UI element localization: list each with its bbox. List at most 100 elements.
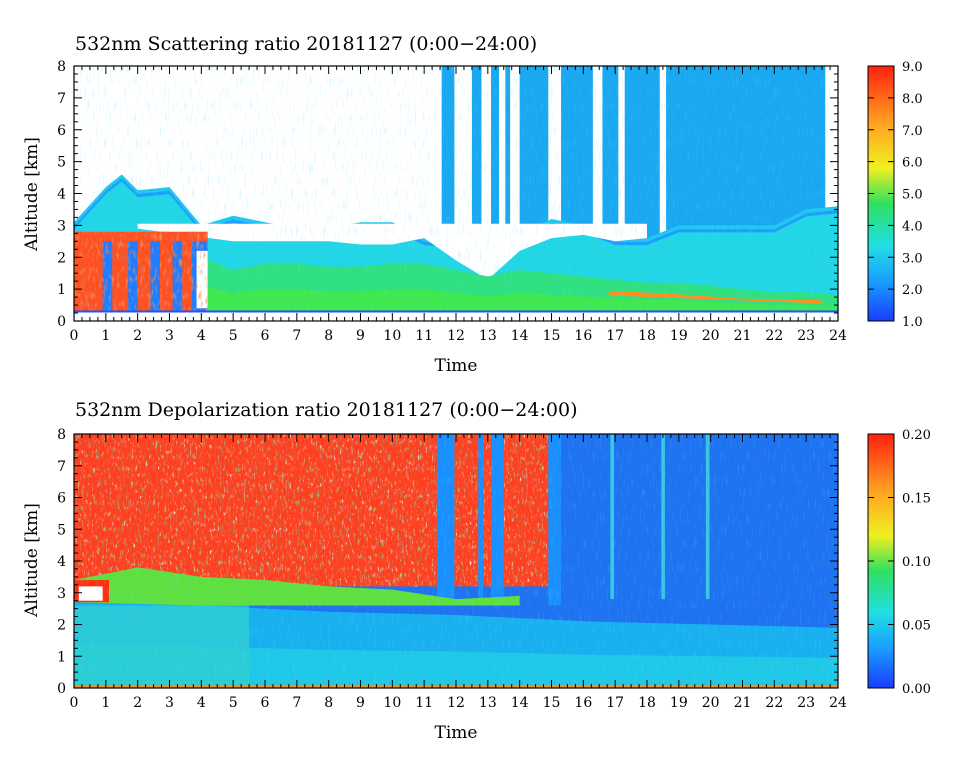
x-tick-label: 18 — [638, 328, 656, 344]
x-tick-label: 1 — [101, 695, 110, 711]
chart-title: 532nm Scattering ratio 20181127 (0:00−24… — [75, 33, 537, 55]
colorbar-tick-label: 9.0 — [902, 60, 923, 75]
x-tick-label: 3 — [165, 695, 174, 711]
colorbar-tick-label: 6.0 — [902, 156, 923, 171]
x-tick-label: 1 — [101, 328, 110, 344]
x-tick-label: 14 — [511, 328, 529, 344]
x-tick-label: 9 — [356, 695, 365, 711]
x-tick-label: 22 — [765, 328, 783, 344]
axes: 0 1 2 3 4 5 6 7 8 9 10 11 12 13 14 15 16 17 18 19 20 21 22 23 24… — [57, 59, 847, 344]
x-tick-label: 9 — [356, 328, 365, 344]
x-tick-label: 22 — [765, 695, 783, 711]
colorbar-tick-label: 7.0 — [902, 124, 923, 139]
colorbar-tick-label: 0.05 — [902, 619, 931, 634]
x-tick-label: 23 — [797, 328, 815, 344]
colorbar-tick-label: 5.0 — [902, 188, 923, 203]
y-tick-label: 5 — [57, 522, 66, 538]
y-tick-label: 2 — [57, 618, 66, 634]
x-tick-label: 8 — [324, 328, 333, 344]
texture-overlay — [74, 434, 838, 688]
y-axis-label: Altitude [km] — [22, 137, 42, 252]
colorbar-tick-label: 8.0 — [902, 92, 923, 107]
colorbar-tick-label: 0.15 — [902, 492, 931, 507]
x-tick-label: 10 — [383, 328, 401, 344]
y-tick-label: 1 — [57, 282, 66, 298]
x-tick-label: 16 — [574, 328, 592, 344]
x-tick-label: 15 — [543, 695, 561, 711]
y-tick-label: 3 — [57, 586, 66, 602]
x-tick-label: 23 — [797, 695, 815, 711]
x-tick-label: 13 — [479, 695, 497, 711]
x-tick-label: 0 — [70, 328, 79, 344]
x-tick-label: 2 — [133, 328, 142, 344]
y-axis-label: Altitude [km] — [22, 503, 42, 618]
x-tick-label: 18 — [638, 695, 656, 711]
heatmap-image — [74, 66, 838, 321]
colorbar-tick-label: 1.0 — [902, 315, 923, 330]
colorbar-tick-label: 2.0 — [902, 283, 923, 298]
plot-area — [74, 434, 838, 688]
colorbar: 0.00 0.05 0.10 0.15 0.20 — [867, 428, 931, 697]
x-tick-label: 17 — [606, 695, 624, 711]
x-tick-label: 12 — [447, 328, 465, 344]
depolarization-ratio-panel: 532nm Depolarization ratio 20181127 (0:0… — [22, 399, 931, 743]
y-tick-label: 7 — [57, 459, 66, 475]
y-tick-label: 0 — [57, 681, 66, 697]
y-tick-label: 2 — [57, 250, 66, 266]
colorbar: 1.0 2.0 3.0 4.0 5.0 6.0 7.0 8.0 9.0 — [867, 60, 923, 330]
colorbar-tick-label: 4.0 — [902, 219, 923, 234]
heatmap-image — [74, 434, 838, 688]
x-tick-label: 12 — [447, 695, 465, 711]
x-axis-label: Time — [435, 356, 478, 376]
colorbar-tick-label: 3.0 — [902, 251, 923, 266]
chart-title: 532nm Depolarization ratio 20181127 (0:0… — [75, 399, 577, 421]
x-tick-label: 3 — [165, 328, 174, 344]
y-tick-label: 8 — [57, 427, 66, 443]
colorbar-tick-label: 0.20 — [902, 428, 931, 443]
colorbar-tick-label: 0.10 — [902, 555, 931, 570]
x-tick-label: 19 — [670, 328, 688, 344]
x-tick-label: 10 — [383, 695, 401, 711]
x-tick-label: 17 — [606, 328, 624, 344]
x-tick-label: 21 — [734, 695, 752, 711]
y-tick-label: 3 — [57, 218, 66, 234]
plot-area — [74, 66, 838, 321]
y-tick-label: 6 — [57, 491, 66, 507]
axes: 0 1 2 3 4 5 6 7 8 9 10 11 12 13 14 15 16 17 18 19 20 21 22 23 24… — [57, 427, 847, 711]
x-tick-label: 11 — [415, 695, 433, 711]
x-tick-label: 20 — [702, 695, 720, 711]
x-tick-label: 24 — [829, 695, 847, 711]
x-tick-label: 7 — [292, 695, 301, 711]
x-tick-label: 6 — [261, 695, 270, 711]
x-tick-label: 13 — [479, 328, 497, 344]
x-tick-label: 4 — [197, 695, 206, 711]
x-tick-label: 16 — [574, 695, 592, 711]
y-tick-label: 8 — [57, 59, 66, 75]
x-tick-label: 5 — [229, 328, 238, 344]
colorbar-tick-label: 0.00 — [902, 682, 931, 697]
x-tick-label: 4 — [197, 328, 206, 344]
x-tick-label: 19 — [670, 695, 688, 711]
texture-overlay — [74, 66, 838, 321]
x-tick-label: 7 — [292, 328, 301, 344]
x-tick-label: 20 — [702, 328, 720, 344]
scattering-ratio-panel: 532nm Scattering ratio 20181127 (0:00−24… — [22, 33, 923, 376]
x-tick-label: 8 — [324, 695, 333, 711]
y-tick-label: 4 — [57, 554, 66, 570]
y-tick-label: 1 — [57, 649, 66, 665]
y-tick-label: 5 — [57, 155, 66, 171]
y-tick-label: 4 — [57, 187, 66, 203]
x-tick-label: 6 — [261, 328, 270, 344]
x-tick-label: 11 — [415, 328, 433, 344]
x-axis-label: Time — [435, 723, 478, 743]
x-tick-label: 2 — [133, 695, 142, 711]
x-tick-label: 0 — [70, 695, 79, 711]
y-tick-label: 6 — [57, 123, 66, 139]
x-tick-label: 24 — [829, 328, 847, 344]
y-tick-label: 7 — [57, 91, 66, 107]
x-tick-label: 5 — [229, 695, 238, 711]
x-tick-label: 21 — [734, 328, 752, 344]
x-tick-label: 15 — [543, 328, 561, 344]
